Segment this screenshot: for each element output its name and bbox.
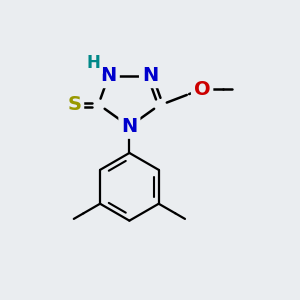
Text: N: N [142,66,158,85]
Text: N: N [101,66,117,85]
Text: N: N [121,117,137,136]
Text: S: S [67,95,81,114]
Text: H: H [86,54,100,72]
Text: O: O [194,80,210,99]
